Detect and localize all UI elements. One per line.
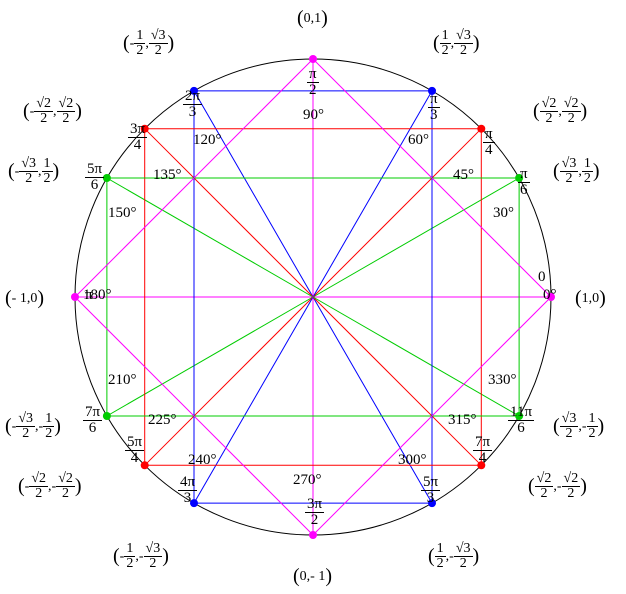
deg-90: 90° xyxy=(303,107,324,124)
rad-30: π6 xyxy=(518,167,530,198)
coord-45: (√22,√22) xyxy=(533,97,587,126)
deg-210: 210° xyxy=(108,372,137,389)
rad-330: 11π6 xyxy=(508,405,534,436)
coord-180: (- 1,0) xyxy=(5,287,44,310)
rad-45: π4 xyxy=(483,127,495,158)
coord-225: (- √22,- √22) xyxy=(18,472,82,501)
coord-90: (0,1) xyxy=(297,7,328,30)
rad-120: 2π3 xyxy=(183,89,202,120)
coord-135: (- √22,√22) xyxy=(23,97,82,126)
coord-120: (- 12,√32) xyxy=(123,29,174,58)
deg-45: 45° xyxy=(453,167,474,184)
rad-135: 3π4 xyxy=(128,122,147,153)
deg-270: 270° xyxy=(293,472,322,489)
rad-0: 0 xyxy=(538,269,546,286)
rad-90: π2 xyxy=(307,67,319,98)
deg-30: 30° xyxy=(493,205,514,222)
rad-60: π3 xyxy=(428,92,440,123)
deg-60: 60° xyxy=(408,132,429,149)
deg-135: 135° xyxy=(153,167,182,184)
rad-315: 7π4 xyxy=(473,435,492,466)
deg-0: 0° xyxy=(543,287,557,304)
coord-30: (√32,12) xyxy=(553,157,600,186)
coord-270: (0,- 1) xyxy=(293,565,332,588)
coord-300: (12,- √32) xyxy=(428,542,479,571)
deg-120: 120° xyxy=(193,132,222,149)
coord-210: (- √32,- 12) xyxy=(5,412,61,441)
coord-315: (√22,- √22) xyxy=(528,472,587,501)
rad-240: 4π3 xyxy=(178,475,197,506)
rad-300: 5π3 xyxy=(421,475,440,506)
deg-330: 330° xyxy=(488,372,517,389)
rad-150: 5π6 xyxy=(85,162,104,193)
rad-270: 3π2 xyxy=(305,497,324,528)
coord-0: (1,0) xyxy=(575,287,606,310)
rad-225: 5π4 xyxy=(125,435,144,466)
deg-315: 315° xyxy=(448,412,477,429)
deg-150: 150° xyxy=(108,205,137,222)
deg-300: 300° xyxy=(398,452,427,469)
coord-150: (- √32,12) xyxy=(8,157,59,186)
deg-225: 225° xyxy=(148,412,177,429)
coord-330: (√32,- 12) xyxy=(553,412,604,441)
rad-180: π xyxy=(85,287,93,304)
deg-240: 240° xyxy=(188,452,217,469)
rad-210: 7π6 xyxy=(83,405,102,436)
coord-240: (- 12,- √32) xyxy=(113,542,169,571)
coord-60: (12,√32) xyxy=(433,29,480,58)
